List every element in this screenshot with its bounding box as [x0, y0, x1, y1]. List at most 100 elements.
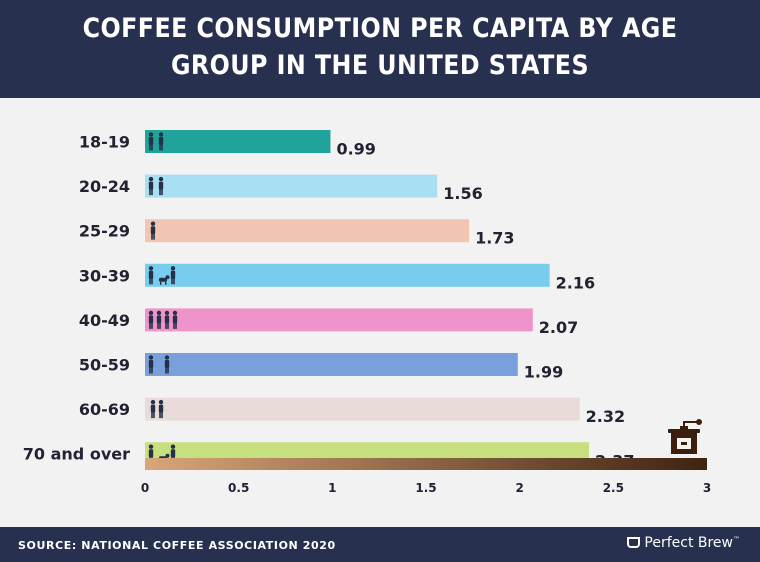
person-silhouette-icon: [148, 132, 164, 151]
person-body: [150, 226, 156, 235]
category-label: 20-24: [79, 177, 130, 196]
person-body: [158, 137, 164, 145]
person-leg: [151, 278, 153, 285]
bar-60-69: [145, 397, 580, 421]
category-label: 25-29: [79, 222, 130, 241]
person-leg: [151, 144, 153, 151]
person-head: [148, 176, 154, 182]
person-body: [164, 360, 170, 368]
dog-leg: [160, 281, 162, 285]
person-head: [148, 310, 154, 316]
bar-30-39: [145, 263, 550, 287]
source-note: SOURCE: NATIONAL COFFEE ASSOCIATION 2020: [18, 539, 336, 552]
bar-chart: 18-19 0.99 20-24 1.56 25-29 1.73 30-39 2.16 40-4…: [23, 130, 711, 495]
person-leg: [149, 367, 151, 374]
person-body: [170, 449, 176, 458]
category-label: 50-59: [79, 356, 130, 375]
header-banner: COFFEE CONSUMPTION PER CAPITA BY AGE GRO…: [0, 0, 760, 98]
value-label: 0.99: [336, 140, 375, 159]
dog-head: [165, 275, 170, 280]
person-leg: [171, 278, 173, 285]
person-head: [150, 221, 156, 226]
person-head: [148, 266, 154, 271]
value-label: 2.16: [556, 273, 595, 292]
x-tick-label: 0: [141, 481, 149, 495]
trademark-mark: ™: [733, 535, 740, 544]
person-leg: [157, 322, 159, 329]
person-leg: [175, 322, 177, 329]
person-leg: [149, 189, 151, 196]
person-body: [156, 315, 162, 324]
person-leg: [149, 322, 151, 329]
page-title: COFFEE CONSUMPTION PER CAPITA BY AGE GRO…: [82, 13, 678, 81]
person-leg: [167, 322, 169, 329]
person-head: [170, 444, 176, 449]
person-leg: [151, 322, 153, 329]
footer-banner: SOURCE: NATIONAL COFFEE ASSOCIATION 2020…: [0, 527, 760, 562]
person-leg: [173, 322, 175, 329]
person-leg: [153, 412, 155, 419]
bar-20-24: [145, 174, 438, 198]
bar-25-29: [145, 219, 470, 243]
person-silhouette-icon: [148, 355, 170, 374]
category-label: 60-69: [79, 400, 130, 419]
person-head: [158, 399, 164, 405]
person-leg: [153, 233, 155, 240]
dog-body: [159, 277, 167, 282]
x-tick-label: 2.5: [603, 481, 624, 495]
person-body: [158, 404, 164, 413]
person-leg: [151, 367, 153, 374]
person-leg: [167, 367, 169, 374]
category-label: 70 and over: [23, 445, 130, 464]
value-label: 1.99: [524, 363, 563, 382]
person-leg: [151, 233, 153, 240]
person-body: [148, 449, 154, 458]
person-head: [164, 310, 170, 316]
dog-head: [165, 453, 170, 458]
person-leg: [161, 412, 163, 419]
person-head: [158, 132, 164, 137]
x-tick-label: 1.5: [415, 481, 436, 495]
person-body: [172, 315, 178, 324]
person-leg: [149, 144, 151, 151]
person-leg: [161, 144, 163, 151]
value-label: 2.32: [586, 407, 625, 426]
bar-40-49: [145, 308, 533, 332]
person-head: [164, 355, 170, 360]
person-head: [172, 310, 178, 316]
person-body: [170, 270, 176, 279]
x-tick-label: 1: [328, 481, 336, 495]
person-body: [148, 270, 154, 279]
brand-name: Perfect Brew: [644, 535, 733, 551]
person-body: [148, 137, 154, 145]
person-body: [148, 181, 154, 190]
person-body: [158, 181, 164, 190]
person-body: [164, 315, 170, 324]
bar-18-19: [145, 130, 331, 153]
category-label: 18-19: [79, 133, 130, 152]
person-body: [148, 360, 154, 368]
person-silhouette-icon: [148, 310, 178, 329]
person-leg: [165, 367, 167, 374]
person-head: [148, 355, 154, 360]
x-axis-bar: [145, 458, 707, 470]
dog-leg: [165, 281, 167, 285]
person-body: [150, 404, 156, 413]
person-leg: [173, 278, 175, 285]
person-leg: [159, 144, 161, 151]
person-silhouette-icon: [148, 176, 164, 196]
person-leg: [151, 412, 153, 419]
value-label: 1.56: [443, 184, 482, 203]
coffee-grinder-icon: [668, 419, 702, 454]
x-tick-label: 3: [703, 481, 711, 495]
person-leg: [161, 189, 163, 196]
person-head: [150, 399, 156, 405]
person-body: [148, 315, 154, 324]
x-tick-label: 0.5: [228, 481, 249, 495]
person-head: [156, 310, 162, 316]
person-silhouette-icon: [150, 221, 156, 240]
person-leg: [159, 412, 161, 419]
person-head: [158, 176, 164, 182]
person-leg: [159, 322, 161, 329]
value-label: 1.73: [475, 229, 514, 248]
